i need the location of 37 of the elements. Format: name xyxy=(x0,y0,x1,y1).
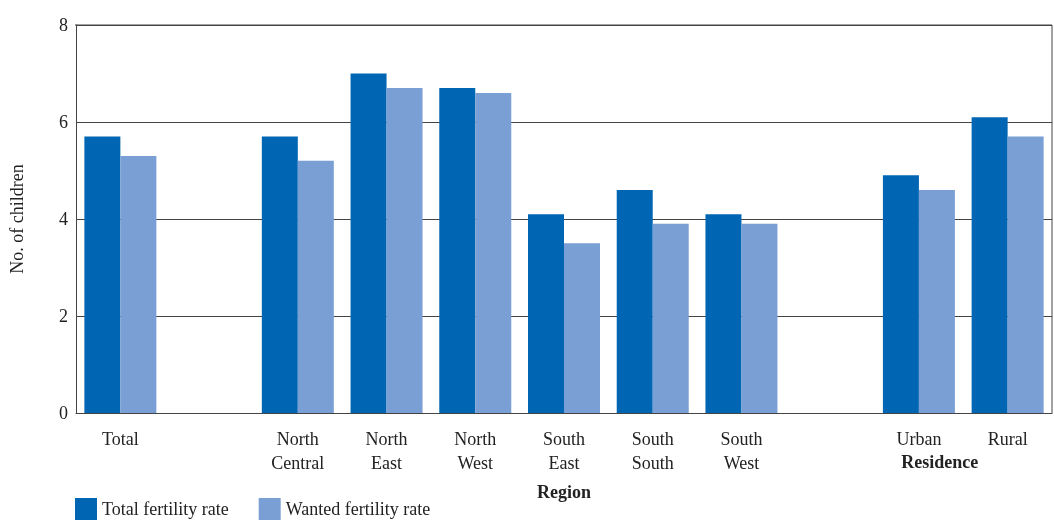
bar xyxy=(971,117,1008,413)
text: Residence xyxy=(901,452,979,472)
x-tick-label: Urban xyxy=(896,429,942,449)
bar xyxy=(882,175,919,413)
bar xyxy=(475,92,512,413)
bar xyxy=(918,189,955,413)
x-tick-label: Total xyxy=(102,429,139,449)
x-tick-label: Rural xyxy=(987,429,1028,449)
bar xyxy=(261,136,298,413)
bar xyxy=(439,88,476,413)
bar xyxy=(741,223,778,413)
bar xyxy=(705,214,742,413)
bar xyxy=(386,88,423,413)
x-axis-title: Region xyxy=(537,482,591,502)
bar xyxy=(350,73,387,413)
bar xyxy=(120,155,157,413)
y-tick-label: 6 xyxy=(59,112,68,132)
y-tick-label: 8 xyxy=(59,15,68,35)
x-tick-label: North Central xyxy=(271,429,325,473)
x-tick-label: North West xyxy=(454,429,497,473)
y-tick-label: 0 xyxy=(59,403,68,423)
bar xyxy=(616,189,653,413)
bar xyxy=(528,214,564,413)
x-tick-label: South South xyxy=(631,429,674,473)
bar xyxy=(652,223,689,413)
legend-label: Wanted fertility rate xyxy=(285,499,431,519)
y-axis-title: No. of children xyxy=(7,164,27,274)
y-tick-label: 2 xyxy=(59,306,68,326)
bar xyxy=(1007,136,1044,413)
x-tick-label: South West xyxy=(720,429,763,473)
y-tick-label: 4 xyxy=(59,209,68,229)
bar xyxy=(297,160,334,413)
x-tick-label: South East xyxy=(542,429,586,473)
legend-label: Total fertility rate xyxy=(102,499,229,519)
bar xyxy=(84,136,121,413)
x-tick-label: North East xyxy=(365,429,408,473)
bar xyxy=(564,243,600,413)
